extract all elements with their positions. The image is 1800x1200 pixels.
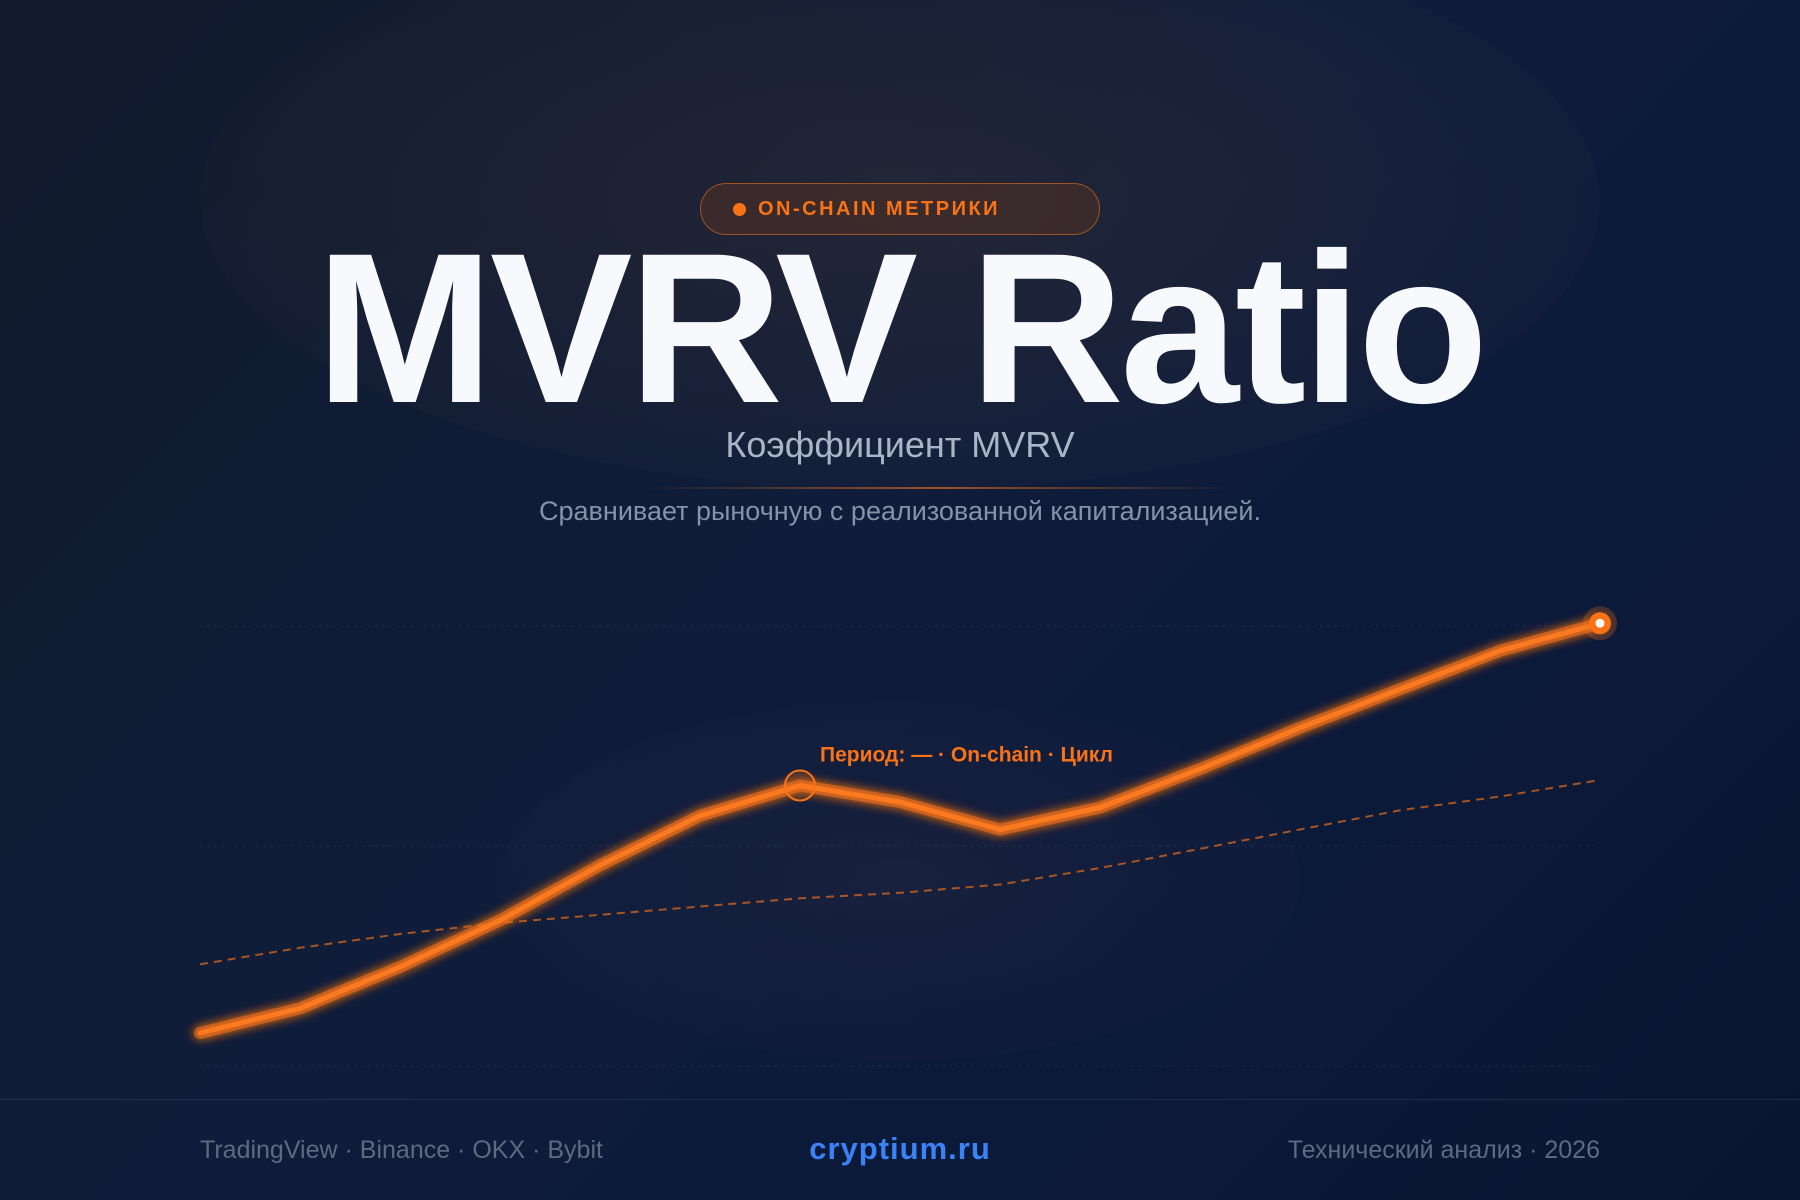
page-title: MVRV Ratio	[315, 209, 1489, 448]
series-line-main-glow	[194, 617, 1606, 1039]
badge-label: ON-CHAIN МЕТРИКИ	[758, 197, 1001, 220]
page-subtitle: Коэффициент MVRV	[725, 424, 1075, 465]
category-badge: ON-CHAIN МЕТРИКИ	[700, 183, 1100, 235]
page-description: Сравнивает рыночную с реализованной капи…	[539, 496, 1261, 526]
footer-site-link[interactable]: cryptium.ru	[809, 1131, 991, 1166]
footer-divider	[0, 1099, 1800, 1100]
chart-grid	[200, 625, 1600, 1067]
series-line-secondary	[199, 779, 1601, 966]
background-glow-top	[200, 0, 1600, 490]
background-glow-middle	[500, 700, 1300, 1060]
footer-sources: TradingView · Binance · OKX · Bybit	[200, 1136, 603, 1164]
title-divider	[640, 487, 1240, 489]
last-point-core	[1595, 618, 1605, 628]
badge-dot-icon	[733, 202, 746, 216]
chart-markers	[784, 606, 1617, 802]
series-line-main	[197, 620, 1603, 1036]
footer-note: Технический анализ · 2026	[1287, 1136, 1600, 1164]
peak-marker	[784, 769, 816, 802]
chart-annotation-label: Период: — · On-chain · Цикл	[820, 744, 1113, 767]
